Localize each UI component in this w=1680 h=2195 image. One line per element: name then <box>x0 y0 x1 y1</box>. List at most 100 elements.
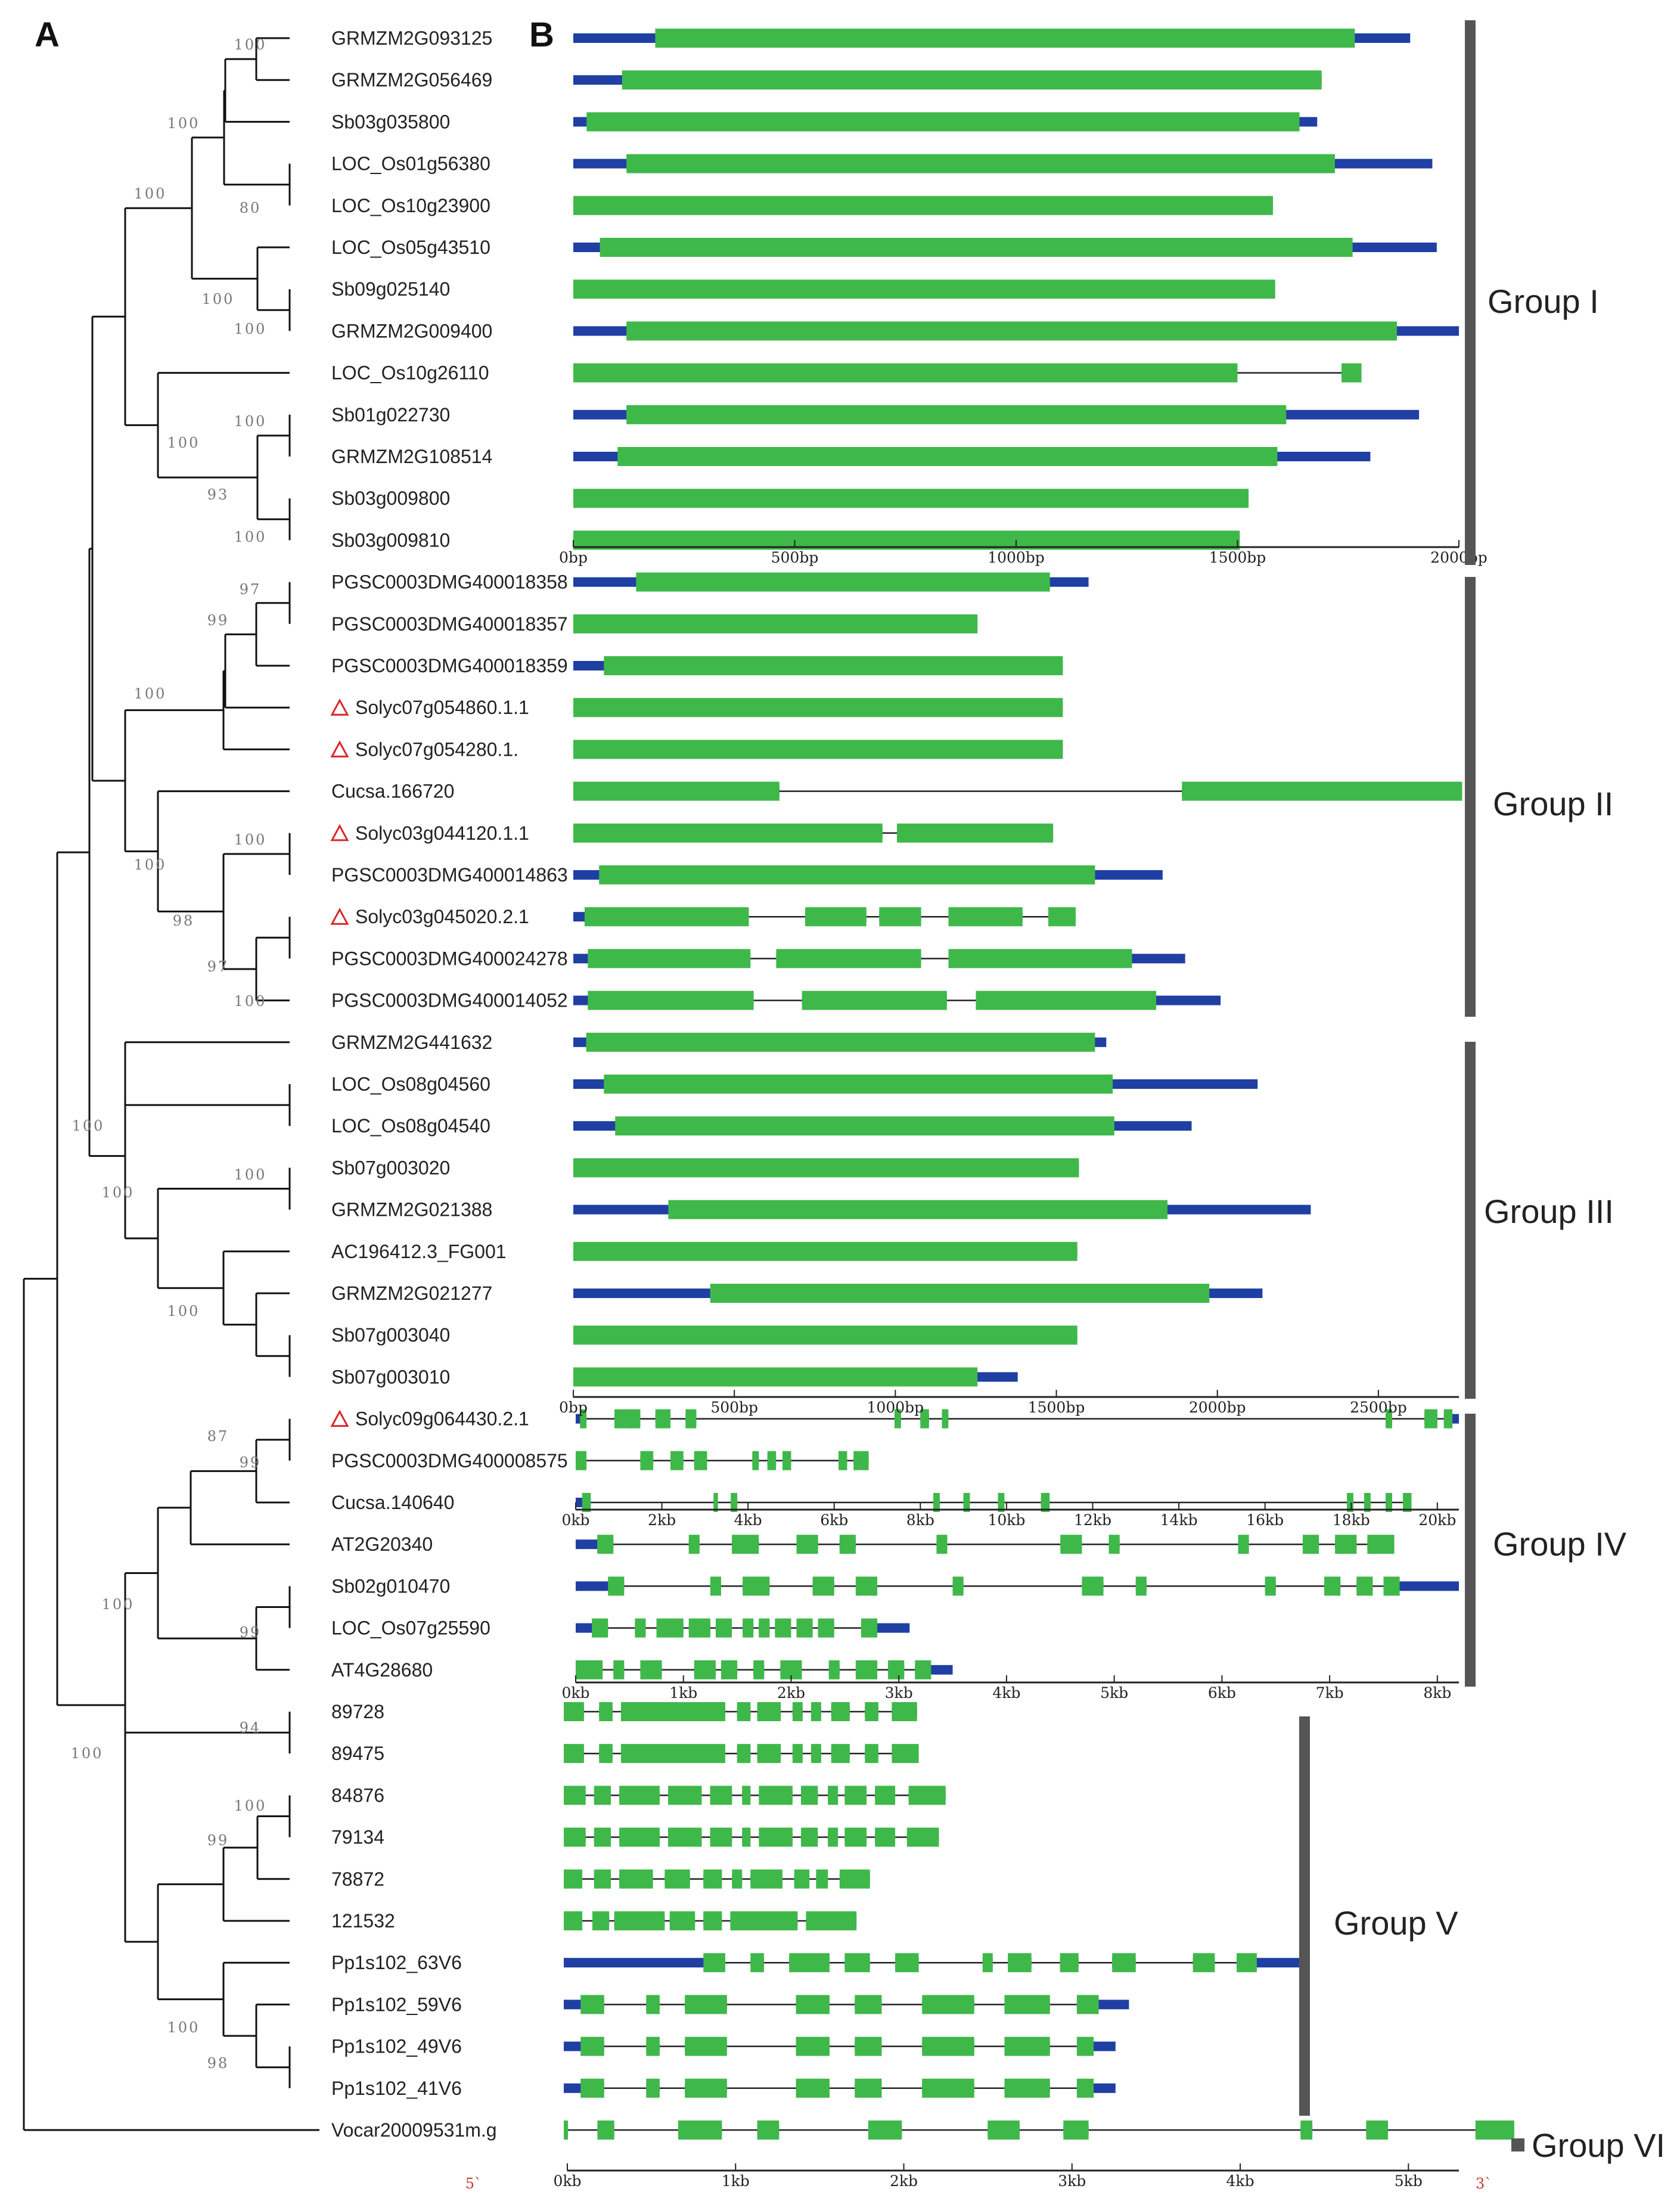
exon-block <box>620 1702 725 1721</box>
gene-structure <box>573 70 1322 90</box>
axis-tick-label: 0kb <box>561 1684 589 1702</box>
group-label: Group II <box>1493 785 1613 822</box>
gene-structure <box>576 1409 1459 1429</box>
exon-block <box>573 1241 1077 1261</box>
gene-label: Pp1s102_59V6 <box>331 1994 462 2015</box>
exon-block <box>710 1576 721 1596</box>
gene-structures <box>564 29 1514 2140</box>
axis-tick-label: 1500bp <box>1028 1399 1085 1416</box>
exon-block <box>1237 1953 1257 1973</box>
exon-block <box>1004 2036 1050 2056</box>
exon-block <box>915 1660 931 1679</box>
exon-block <box>594 1786 611 1805</box>
gene-label: LOC_Os05g43510 <box>331 237 490 258</box>
axis-tick-label: 7kb <box>1316 1684 1344 1702</box>
gene-label: Solyc07g054280.1. <box>355 738 518 760</box>
gene-structure <box>564 1911 857 1930</box>
exon-block <box>812 1576 834 1596</box>
exon-block <box>608 1576 625 1596</box>
exon-block <box>1386 1409 1392 1429</box>
exon-block <box>622 70 1322 90</box>
exon-block <box>580 2036 604 2056</box>
exon-block <box>1008 1953 1032 1973</box>
exon-block <box>1060 1535 1082 1554</box>
axis-tick-label: 6kb <box>1208 1684 1236 1702</box>
axis-tick-label: 8kb <box>1423 1684 1451 1702</box>
gene-label: Cucsa.140640 <box>331 1492 454 1513</box>
axis-tick-label: 1500bp <box>1209 549 1266 566</box>
exon-block <box>844 1953 870 1973</box>
bootstrap-value: 100 <box>134 856 167 873</box>
exon-block <box>831 1702 850 1721</box>
exon-block <box>730 1911 798 1930</box>
triangle-marker-icon <box>330 740 349 757</box>
exon-block <box>1108 1535 1120 1554</box>
gene-structure <box>573 321 1459 341</box>
exon-block <box>805 907 867 927</box>
exon-block <box>656 1618 684 1638</box>
gene-structure <box>573 29 1411 48</box>
axis-tick-label: 12kb <box>1074 1511 1111 1529</box>
exon-block <box>888 1660 905 1679</box>
exon-block <box>573 823 883 843</box>
gene-structure <box>576 1493 1412 1512</box>
bootstrap-value: 100 <box>234 36 267 53</box>
exon-block <box>855 1995 882 2014</box>
bootstrap-value: 100 <box>102 1596 135 1613</box>
exon-block <box>855 1660 878 1679</box>
exon-block <box>619 1827 660 1847</box>
gene-label: Sb03g009800 <box>331 488 450 509</box>
exon-block <box>1347 1493 1353 1512</box>
exon-block <box>1364 1493 1371 1512</box>
exon-block <box>615 1116 1114 1136</box>
exon-block <box>865 1744 878 1764</box>
bootstrap-value: 100 <box>72 1117 105 1134</box>
gene-label: GRMZM2G021277 <box>331 1283 492 1304</box>
exon-block <box>868 2121 902 2140</box>
gene-structure <box>573 1241 1077 1261</box>
exon-block <box>703 1911 722 1930</box>
gene-label: Pp1s102_49V6 <box>331 2036 462 2057</box>
bootstrap-value: 100 <box>234 831 267 848</box>
gene-label: PGSC0003DMG400014863 <box>331 864 568 886</box>
exon-block <box>1443 1409 1453 1429</box>
phylogenetic-tree <box>23 37 319 2131</box>
exon-block <box>948 907 1023 927</box>
gene-structure <box>564 2121 1514 2140</box>
axis-tick-label: 1000bp <box>867 1399 924 1416</box>
bootstrap-value: 100 <box>234 529 267 545</box>
exon-block <box>694 1451 707 1470</box>
panel-label-b: B <box>529 15 554 54</box>
exon-block <box>668 1827 702 1847</box>
bootstrap-value: 80 <box>240 200 262 216</box>
exon-block <box>573 1158 1079 1178</box>
gene-label: 89475 <box>331 1743 384 1764</box>
exon-block <box>1265 1576 1276 1596</box>
gene-structure <box>573 656 1063 675</box>
triangle-marker-icon <box>330 698 349 716</box>
exon-block <box>855 2036 882 2056</box>
exon-block <box>757 2121 780 2140</box>
gene-label: GRMZM2G108514 <box>331 446 492 467</box>
group-label: Group VI <box>1532 2126 1665 2164</box>
exon-block <box>619 1869 653 1889</box>
exon-block <box>573 1325 1077 1345</box>
exon-block <box>1238 1535 1249 1554</box>
exon-block <box>875 1827 896 1847</box>
scale-axis: 0kb 1kb 2kb 3kb 4kb 5kb <box>553 2163 1459 2190</box>
gene-label: AT4G28680 <box>331 1659 433 1681</box>
exon-block <box>894 1409 901 1429</box>
axis-tick-label: 1kb <box>669 1684 697 1702</box>
axis-tick-label: 18kb <box>1333 1511 1370 1529</box>
gene-structure <box>573 280 1275 299</box>
group-label: Group V <box>1334 1904 1458 1942</box>
gene-label: 78872 <box>331 1868 384 1890</box>
exon-block <box>753 1660 765 1679</box>
exon-block <box>1063 2121 1089 2140</box>
exon-block <box>586 1032 1095 1052</box>
exon-block <box>750 1869 782 1889</box>
gene-structure <box>573 991 1221 1010</box>
gene-structure <box>576 1535 1395 1554</box>
three-prime-mark: 3` <box>1476 2175 1492 2192</box>
gene-label: Sb03g009810 <box>331 529 450 551</box>
